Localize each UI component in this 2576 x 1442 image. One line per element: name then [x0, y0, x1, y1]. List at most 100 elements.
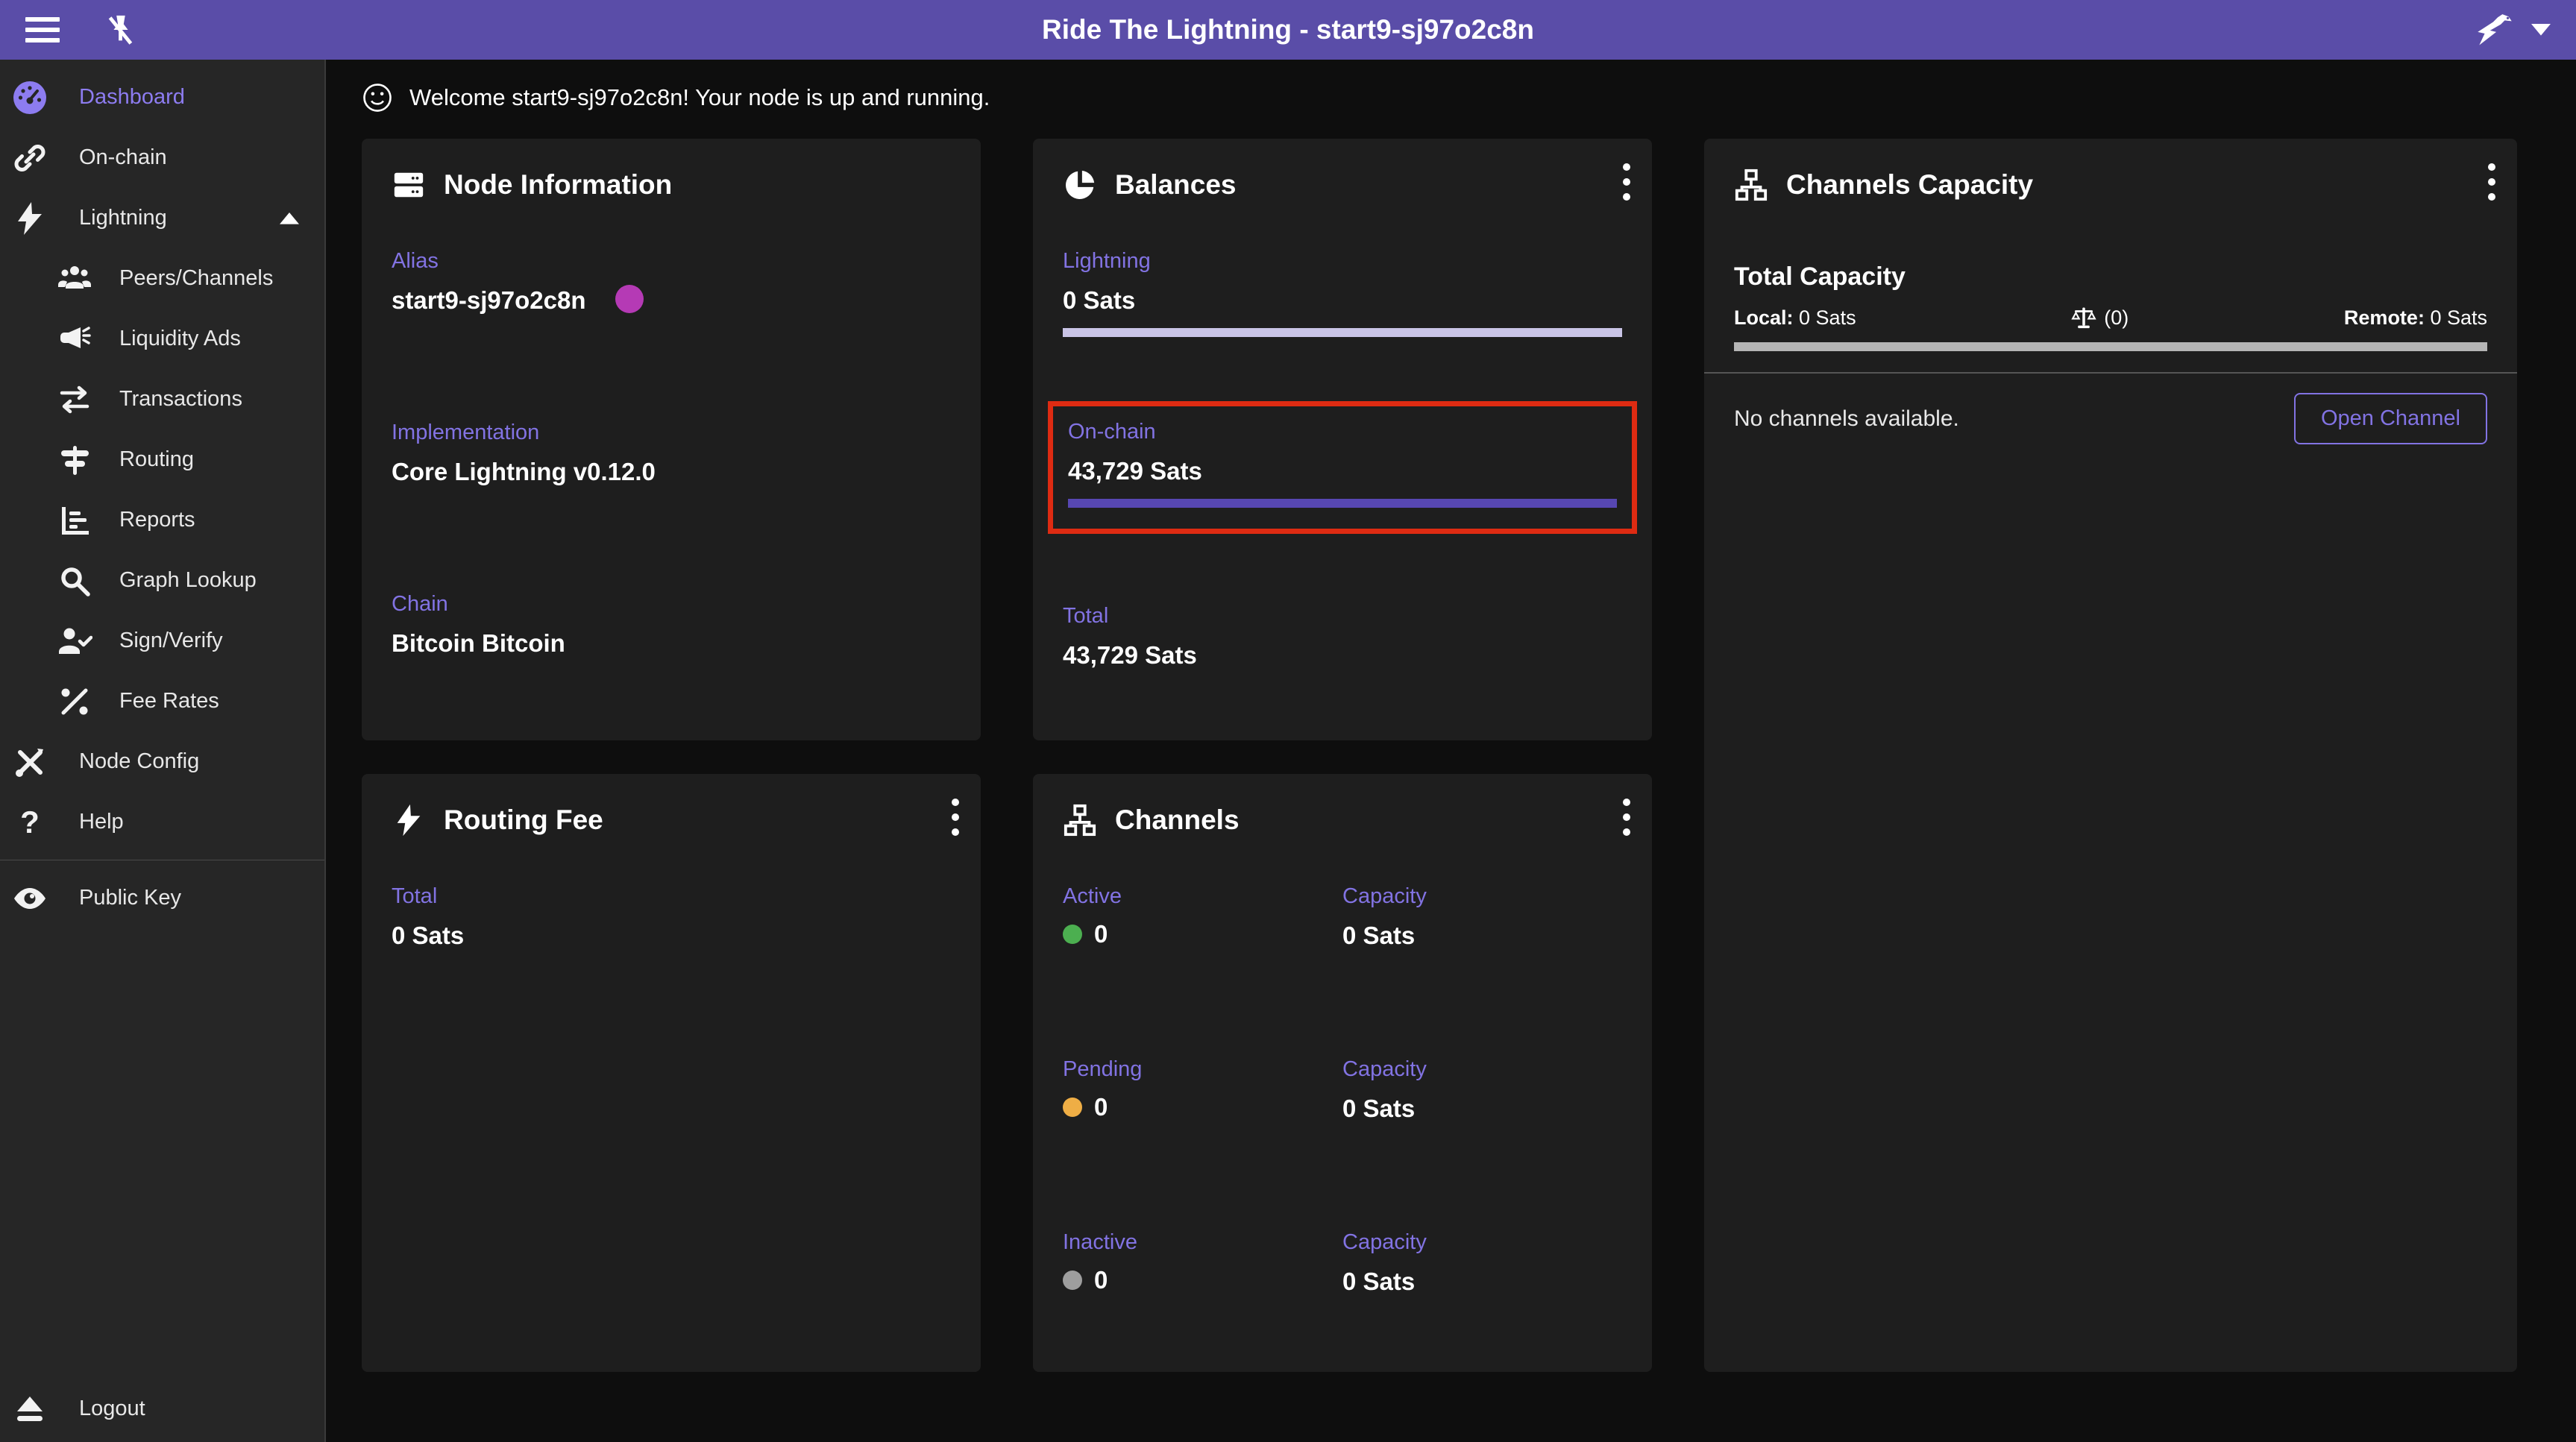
capacity-label: Capacity	[1342, 884, 1427, 908]
sidebar-item-graph-lookup[interactable]: Graph Lookup	[0, 550, 324, 611]
card-title: Balances	[1115, 169, 1237, 200]
sidebar-item-label: On-chain	[79, 145, 167, 169]
balance-count: (0)	[2104, 306, 2129, 329]
bar-chart-icon	[57, 503, 92, 538]
sidebar-item-lightning[interactable]: Lightning	[0, 188, 324, 248]
card-divider	[1704, 372, 2517, 374]
total-capacity-title: Total Capacity	[1734, 262, 1906, 291]
sidebar-item-logout[interactable]: Logout	[0, 1379, 324, 1439]
network-hub-icon	[1734, 168, 1768, 202]
lightning-bolt-icon	[392, 803, 426, 837]
sidebar-item-liquidity-ads[interactable]: Liquidity Ads	[0, 309, 324, 369]
pending-label: Pending	[1063, 1057, 1143, 1081]
sidebar-item-label: Fee Rates	[119, 689, 219, 713]
lightning-bolt-icon	[12, 201, 48, 236]
alias-value: start9-sj97o2c8n	[392, 286, 586, 314]
balances-card: Balances Lightning 0 Sats On-chain 43,72…	[1033, 139, 1652, 740]
sidebar: Dashboard On-chain Lightning Peers/Chann…	[0, 60, 326, 1442]
sidebar-item-reports[interactable]: Reports	[0, 490, 324, 550]
card-title: Node Information	[444, 169, 673, 200]
balance-scale-icon	[2071, 305, 2096, 330]
pie-chart-icon	[1063, 168, 1097, 202]
remote-value: 0 Sats	[2430, 306, 2487, 329]
chevron-up-icon	[280, 212, 299, 224]
sidebar-item-routing[interactable]: Routing	[0, 429, 324, 490]
channels-row-inactive: Inactive 0 Capacity 0 Sats	[1063, 1229, 1622, 1297]
annotation-highlight-box: On-chain 43,729 Sats	[1048, 401, 1637, 534]
server-icon	[392, 168, 426, 202]
capacity-summary-row: Local: 0 Sats (0) Remote: 0 Sats	[1734, 305, 2487, 330]
open-channel-button[interactable]: Open Channel	[2293, 393, 2487, 444]
sidebar-item-label: Logout	[79, 1397, 145, 1420]
sidebar-item-fee-rates[interactable]: Fee Rates	[0, 671, 324, 731]
sidebar-item-label: Liquidity Ads	[119, 327, 241, 350]
implementation-label: Implementation	[392, 421, 540, 444]
pending-status-dot	[1063, 1098, 1082, 1117]
lightning-balance-label: Lightning	[1063, 249, 1151, 273]
local-value: 0 Sats	[1799, 306, 1856, 329]
onchain-balance-value: 43,729 Sats	[1068, 457, 1202, 485]
smiley-icon	[362, 82, 393, 113]
sidebar-item-dashboard[interactable]: Dashboard	[0, 67, 324, 127]
sidebar-item-node-config[interactable]: Node Config	[0, 731, 324, 792]
total-balance-value: 43,729 Sats	[1063, 641, 1197, 669]
rtl-logo-icon	[2472, 11, 2518, 48]
top-app-bar: Ride The Lightning - start9-sj97o2c8n	[0, 0, 2576, 60]
routing-total-value: 0 Sats	[392, 922, 465, 949]
account-menu[interactable]	[2472, 11, 2551, 48]
active-label: Active	[1063, 884, 1122, 908]
active-status-dot	[1063, 925, 1082, 944]
sidebar-item-transactions[interactable]: Transactions	[0, 369, 324, 429]
channels-row-active: Active 0 Capacity 0 Sats	[1063, 883, 1622, 951]
onchain-balance-bar-fill	[1068, 499, 1617, 508]
onchain-balance-bar	[1068, 499, 1617, 508]
link-icon	[12, 141, 48, 175]
search-icon	[57, 564, 92, 598]
sidebar-item-sign-verify[interactable]: Sign/Verify	[0, 611, 324, 671]
signpost-icon	[57, 443, 92, 477]
active-count: 0	[1094, 920, 1108, 948]
sidebar-item-on-chain[interactable]: On-chain	[0, 127, 324, 188]
network-hub-icon	[1063, 803, 1097, 837]
kebab-menu-icon[interactable]	[1622, 163, 1631, 201]
routing-fee-card: Routing Fee Total 0 Sats	[362, 774, 981, 1372]
sidebar-item-label: Public Key	[79, 886, 182, 910]
sidebar-item-label: Peers/Channels	[119, 266, 274, 290]
sidebar-item-label: Routing	[119, 447, 194, 471]
person-check-icon	[57, 624, 92, 658]
capacity-label: Capacity	[1342, 1057, 1427, 1081]
kebab-menu-icon[interactable]	[1622, 798, 1631, 837]
hamburger-menu-icon[interactable]	[25, 17, 60, 42]
node-information-card: Node Information Alias start9-sj97o2c8n …	[362, 139, 981, 740]
chain-value: Bitcoin Bitcoin	[392, 629, 565, 657]
kebab-menu-icon[interactable]	[2487, 163, 2496, 201]
sidebar-item-label: Dashboard	[79, 85, 185, 109]
inactive-status-dot	[1063, 1271, 1082, 1290]
pin-off-icon[interactable]	[103, 13, 137, 47]
channels-card: Channels Active 0 Capacity 0	[1033, 774, 1652, 1372]
lightning-balance-bar	[1063, 328, 1622, 337]
card-title: Channels Capacity	[1786, 169, 2034, 200]
welcome-text: Welcome start9-sj97o2c8n! Your node is u…	[409, 84, 990, 110]
tools-icon	[12, 745, 48, 779]
app-title: Ride The Lightning - start9-sj97o2c8n	[1042, 14, 1534, 45]
transfer-arrows-icon	[57, 382, 92, 417]
channels-capacity-card: Channels Capacity Total Capacity Local: …	[1704, 139, 2517, 1372]
sidebar-item-help[interactable]: ? Help	[0, 792, 324, 852]
sidebar-item-public-key[interactable]: Public Key	[0, 868, 324, 928]
kebab-menu-icon[interactable]	[951, 798, 960, 837]
main-content: Welcome start9-sj97o2c8n! Your node is u…	[327, 60, 2576, 1442]
capacity-value: 0 Sats	[1342, 1268, 1416, 1295]
remote-label: Remote:	[2343, 306, 2425, 329]
question-mark-icon: ?	[20, 804, 40, 840]
inactive-count: 0	[1094, 1266, 1108, 1294]
sidebar-item-label: Graph Lookup	[119, 568, 257, 592]
local-label: Local:	[1734, 306, 1794, 329]
sidebar-item-label: Node Config	[79, 749, 200, 773]
card-title: Channels	[1115, 805, 1240, 835]
pending-count: 0	[1094, 1093, 1108, 1121]
node-color-dot	[615, 285, 644, 313]
implementation-value: Core Lightning v0.12.0	[392, 458, 656, 485]
percent-icon	[57, 684, 92, 719]
sidebar-item-peers-channels[interactable]: Peers/Channels	[0, 248, 324, 309]
